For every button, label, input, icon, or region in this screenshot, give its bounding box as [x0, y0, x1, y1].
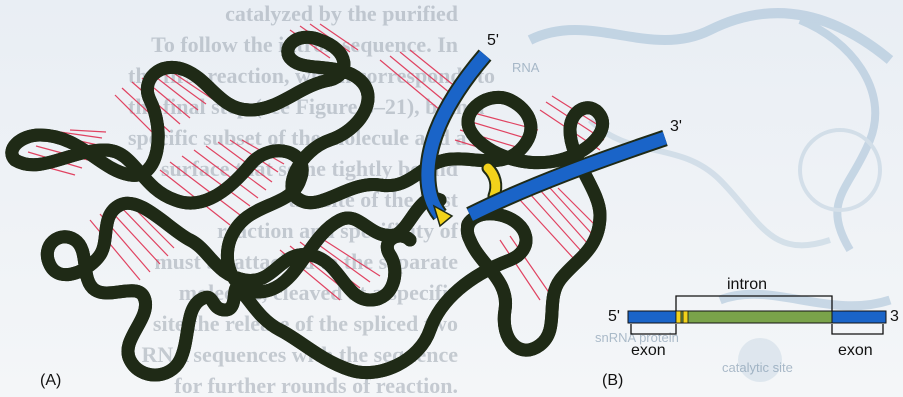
exon-left-bracket	[630, 324, 677, 335]
background-label-catalytic-site: catalytic site	[722, 360, 793, 375]
exon-right-bar	[831, 310, 887, 324]
base-pair-hatching	[19, 23, 607, 301]
exon-left-label: exon	[631, 342, 666, 359]
exon-right-label: exon	[838, 342, 873, 359]
background-text-line: catalyzed by the purified	[225, 1, 458, 26]
panel-a-three-prime-label: 3'	[670, 118, 682, 135]
background-label-rna: RNA	[512, 60, 540, 75]
exon-3prime-strand	[461, 129, 668, 234]
intron-bar	[675, 310, 833, 324]
linear-transcript-diagram	[627, 295, 887, 335]
panel-a-five-prime-label: 5'	[487, 32, 499, 49]
background-text-line: site the release of the spliced two	[152, 311, 458, 336]
intron-bracket	[675, 295, 833, 312]
background-text-line: for further rounds of reaction.	[174, 373, 458, 397]
panel-b-five-prime-label: 5'	[608, 308, 620, 325]
background-text-line: molecule, cleaved at a specific	[178, 280, 458, 305]
splice-site-bar-2	[682, 310, 689, 324]
splice-site-bar-1	[675, 310, 682, 324]
intron-label: intron	[727, 276, 768, 293]
panel-b-three-prime-label: 3	[890, 308, 899, 325]
splice-site-segment-fill	[483, 163, 501, 201]
exon-left-bar	[627, 310, 677, 324]
exon-right-bracket	[831, 324, 884, 335]
exon-5prime-strand	[419, 49, 492, 228]
background-text-line: specific subset of the molecule and a	[128, 125, 467, 150]
panel-a-label: (A)	[40, 372, 62, 389]
intron-rna-strand	[12, 37, 603, 375]
panel-b-label: (B)	[602, 372, 624, 389]
splice-arrow-icon	[432, 204, 454, 228]
